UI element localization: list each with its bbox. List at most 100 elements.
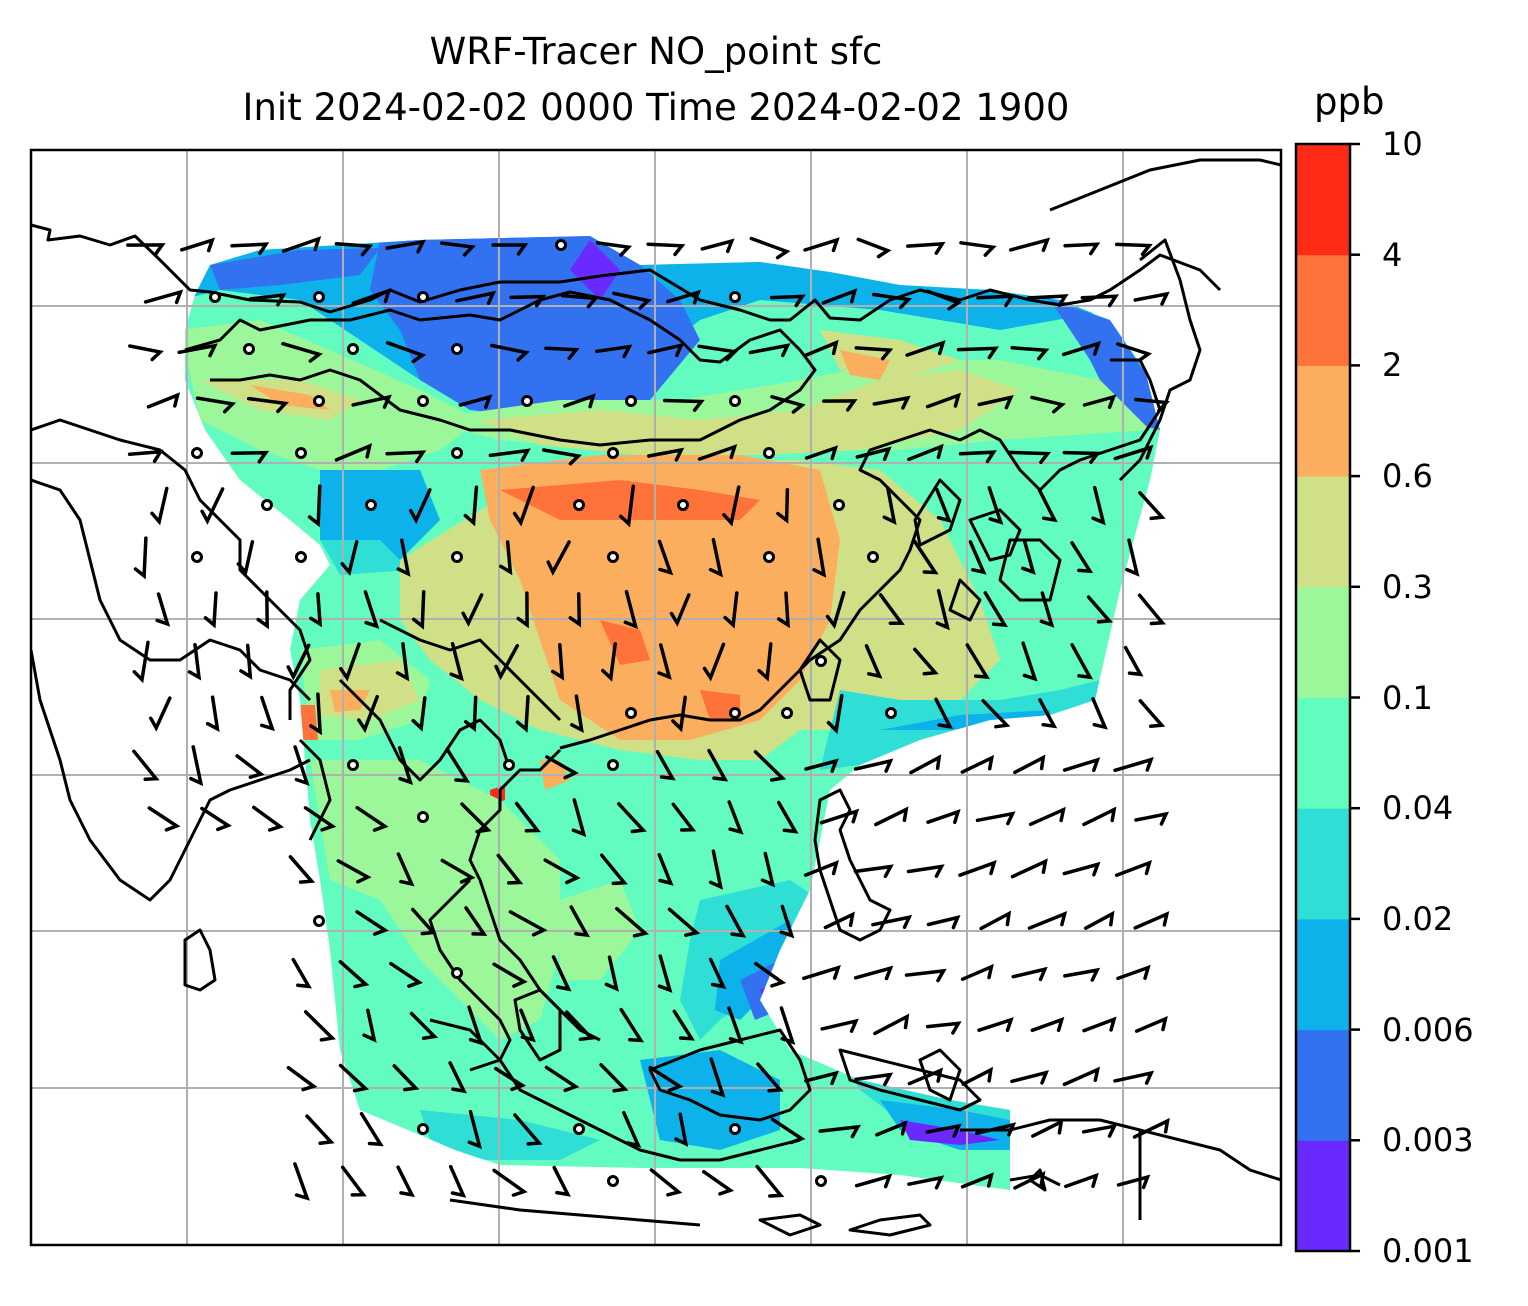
lat-lon-gridlines: [31, 150, 1281, 1245]
wind-barb: [189, 745, 204, 787]
wind-barb: [1038, 698, 1058, 729]
wind-barb: [1008, 450, 1052, 465]
wind-barb: [281, 341, 323, 363]
wind-barb: [979, 910, 1012, 931]
wind-barb: [496, 853, 524, 885]
calm-marker: [417, 811, 429, 823]
wind-barb: [965, 643, 990, 680]
wind-barb: [959, 241, 997, 257]
wind-barb: [708, 537, 724, 578]
wind-barb: [1133, 911, 1170, 930]
calm-marker: [261, 499, 273, 511]
wind-barb: [305, 1114, 335, 1145]
calm-marker: [885, 707, 897, 719]
wind-barb: [449, 641, 464, 682]
wind-barb: [1083, 910, 1115, 930]
wind-barb: [594, 344, 633, 359]
wind-barb: [934, 697, 954, 729]
wind-barb: [1013, 754, 1046, 775]
wind-barb: [286, 1065, 318, 1092]
calm-marker: [763, 551, 775, 563]
colorbar-tick-label: 0.3: [1382, 567, 1433, 606]
wind-barb: [853, 864, 894, 879]
wind-barb: [647, 447, 685, 462]
wind-barb: [975, 1122, 1017, 1137]
wind-barb: [825, 590, 846, 630]
calm-marker: [451, 343, 463, 355]
wind-barb: [826, 693, 844, 735]
colorbar-segment: [1296, 586, 1350, 698]
wind-barb: [385, 450, 427, 464]
wind-barb: [351, 394, 392, 409]
calm-marker: [677, 499, 689, 511]
wind-barb: [823, 911, 855, 930]
wind-barb: [1026, 294, 1069, 308]
wind-barb: [461, 593, 484, 627]
colorbar: [1294, 142, 1352, 1253]
wind-barb: [396, 852, 415, 887]
wind-barb: [340, 540, 359, 576]
wind-barb: [544, 346, 580, 361]
colorbar-segment: [1296, 1029, 1350, 1141]
wind-barb: [126, 243, 166, 256]
calm-marker: [729, 395, 741, 407]
wind-barb: [256, 590, 269, 630]
wind-barb: [309, 692, 323, 736]
calm-marker: [417, 395, 429, 407]
wind-barb: [411, 907, 437, 936]
wind-barb: [408, 488, 432, 525]
wind-barb: [1063, 967, 1101, 982]
wind-barb: [770, 395, 806, 414]
wind-barb: [1134, 1015, 1168, 1033]
wind-barb: [351, 288, 392, 305]
wind-barb: [293, 745, 310, 786]
wind-barb: [132, 749, 160, 782]
wind-barb: [467, 1109, 483, 1150]
wind-barb: [1008, 237, 1051, 253]
wind-barb: [926, 914, 961, 930]
wind-barb: [709, 1057, 726, 1098]
colorbar-tick-label: 0.003: [1382, 1121, 1474, 1160]
wind-barb: [1027, 910, 1068, 930]
wind-barb: [362, 1008, 377, 1043]
wind-barb: [230, 450, 270, 464]
colorbar-tick-label: 4: [1382, 235, 1403, 274]
calm-marker: [347, 343, 359, 355]
wind-barb: [925, 1123, 962, 1138]
wind-barb: [200, 487, 225, 525]
colorbar-segment: [1296, 476, 1350, 588]
calm-marker: [555, 239, 567, 251]
wind-barb: [601, 642, 617, 682]
wind-barb: [753, 961, 787, 988]
wind-barb: [1010, 858, 1048, 879]
wind-barb: [246, 396, 289, 414]
wind-barb: [363, 590, 380, 629]
wind-barb: [552, 1165, 571, 1197]
wind-barb: [701, 1169, 735, 1196]
wind-barb: [906, 864, 945, 878]
colorbar-tick-label: 0.04: [1382, 789, 1454, 828]
wind-barb: [230, 242, 270, 256]
wind-barb: [1021, 641, 1038, 682]
calm-marker: [763, 447, 775, 459]
wind-barb: [1113, 757, 1154, 773]
wind-barb: [960, 1172, 994, 1189]
wind-barb: [467, 1005, 484, 1046]
wind-barb: [968, 540, 987, 575]
calm-marker: [417, 291, 429, 303]
wind-barbs: [126, 236, 1170, 1201]
wind-barb: [1062, 861, 1101, 877]
wind-barb: [723, 591, 739, 629]
wind-barb: [671, 695, 687, 733]
wind-barb: [303, 806, 337, 832]
wind-barb: [617, 802, 647, 834]
wind-barb: [494, 643, 520, 681]
wind-barb: [334, 242, 374, 257]
wind-barb: [697, 444, 738, 461]
wind-barb: [864, 644, 883, 679]
wind-barb: [906, 241, 946, 255]
wind-barb: [1132, 1117, 1170, 1139]
wind-barb: [396, 1165, 416, 1198]
wind-barb: [1123, 645, 1144, 677]
wind-barb: [1082, 806, 1117, 827]
